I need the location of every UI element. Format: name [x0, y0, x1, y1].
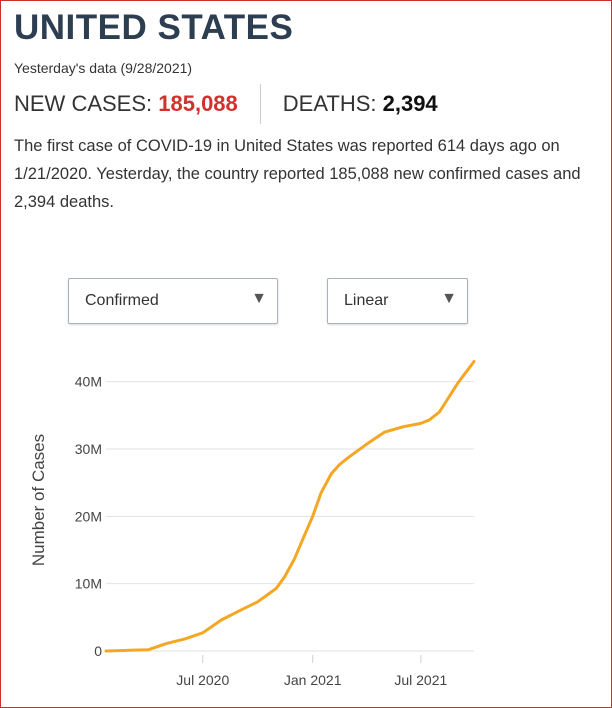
new-cases-label: NEW CASES:: [14, 91, 159, 116]
new-cases-stat: NEW CASES: 185,088: [14, 91, 238, 117]
y-axis-label: Number of Cases: [29, 434, 48, 566]
scale-value: Linear: [344, 292, 389, 309]
y-axis-ticks: 0 10M 20M 30M 40M: [75, 374, 102, 659]
scale-select[interactable]: Linear ▼: [327, 278, 468, 324]
y-tick-label: 0: [94, 643, 102, 659]
y-tick-label: 40M: [75, 374, 102, 390]
chart-gridlines: [106, 381, 474, 652]
new-cases-value: 185,088: [158, 91, 238, 116]
cases-chart: 0 10M 20M 30M 40M Jul 2020 Jan 2021 Jul 2021 N…: [29, 360, 476, 688]
stats-row: NEW CASES: 185,088 DEATHS: 2,394: [14, 84, 438, 124]
deaths-label: DEATHS:: [282, 91, 383, 116]
dropdown-arrow-icon: ▼: [251, 290, 267, 307]
y-tick-label: 20M: [75, 508, 102, 524]
case-type-select[interactable]: Confirmed ▼: [68, 278, 278, 324]
deaths-stat: DEATHS: 2,394: [283, 91, 438, 117]
x-tick-label: Jul 2020: [176, 672, 229, 688]
summary-paragraph: The first case of COVID-19 in United Sta…: [14, 137, 581, 211]
y-tick-label: 10M: [75, 576, 102, 592]
data-date: Yesterday's data (9/28/2021): [14, 60, 193, 76]
x-tick-label: Jan 2021: [284, 672, 342, 688]
series-line-cases: [104, 360, 476, 653]
x-tick-label: Jul 2021: [394, 672, 447, 688]
stats-divider: [259, 84, 261, 124]
case-type-value: Confirmed: [85, 292, 159, 309]
dropdown-arrow-icon: ▼: [441, 290, 457, 307]
x-axis-ticks: Jul 2020 Jan 2021 Jul 2021: [176, 655, 448, 688]
deaths-value: 2,394: [382, 91, 438, 116]
page-title: UNITED STATES: [14, 8, 294, 47]
y-tick-label: 30M: [75, 441, 102, 457]
